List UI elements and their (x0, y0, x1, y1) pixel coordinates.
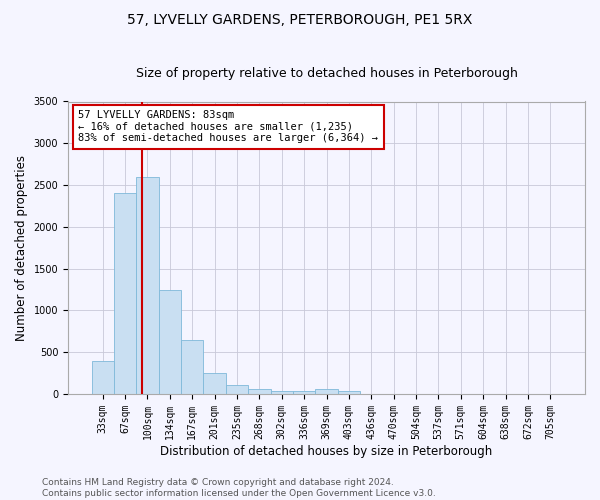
Bar (338, 392, 360, 394)
Bar (226, 385, 248, 394)
Title: Size of property relative to detached houses in Peterborough: Size of property relative to detached ho… (136, 66, 517, 80)
Bar (114, 194, 136, 394)
Bar (271, 390, 293, 394)
Bar (158, 290, 181, 394)
Text: 57 LYVELLY GARDENS: 83sqm
← 16% of detached houses are smaller (1,235)
83% of se: 57 LYVELLY GARDENS: 83sqm ← 16% of detac… (79, 110, 379, 144)
Bar (203, 373, 226, 394)
Y-axis label: Number of detached properties: Number of detached properties (15, 154, 28, 340)
Text: 57, LYVELLY GARDENS, PETERBOROUGH, PE1 5RX: 57, LYVELLY GARDENS, PETERBOROUGH, PE1 5… (127, 12, 473, 26)
Bar (293, 392, 316, 394)
Bar (316, 390, 338, 394)
Bar (248, 390, 271, 394)
Bar (181, 340, 203, 394)
Bar (136, 176, 158, 394)
X-axis label: Distribution of detached houses by size in Peterborough: Distribution of detached houses by size … (160, 444, 493, 458)
Text: Contains HM Land Registry data © Crown copyright and database right 2024.
Contai: Contains HM Land Registry data © Crown c… (42, 478, 436, 498)
Bar (92, 362, 114, 394)
